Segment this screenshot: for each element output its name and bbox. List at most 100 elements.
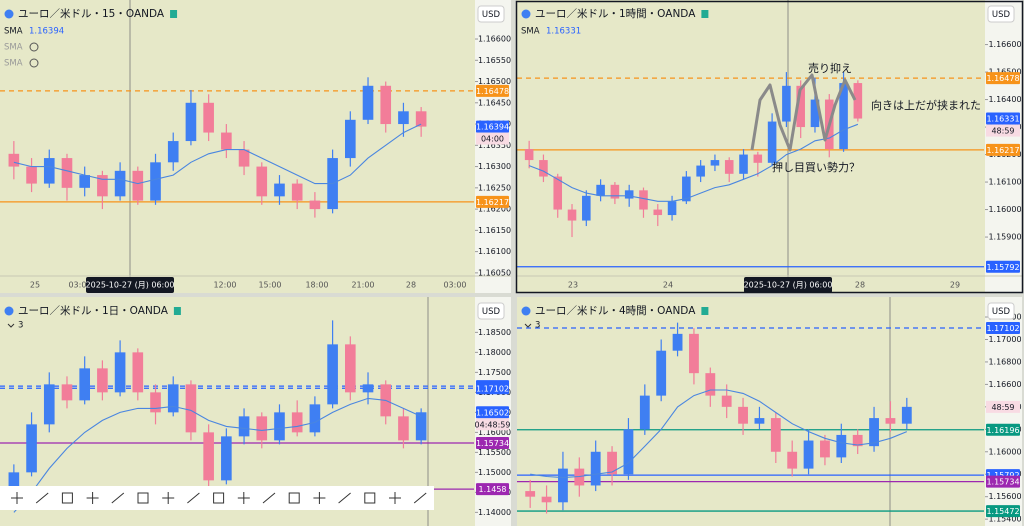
level-price-tag-background	[986, 322, 1020, 335]
candle-body	[724, 160, 734, 174]
currency-button[interactable]	[477, 302, 505, 320]
market-flag	[701, 10, 709, 18]
y-tick-label: 1.16000	[478, 428, 511, 437]
tool-icon[interactable]	[61, 492, 73, 504]
candle-body	[150, 162, 161, 201]
tool-icon[interactable]	[86, 492, 99, 504]
countdown-background	[476, 418, 509, 431]
level-price-tag-background	[476, 483, 509, 496]
x-tick-label: 03:00	[443, 281, 466, 290]
candle-body	[362, 384, 374, 393]
tool-icon[interactable]	[213, 492, 225, 504]
last-price-tag: 1.16331	[986, 115, 1019, 124]
tool-icon[interactable]	[162, 492, 175, 504]
candle-body	[689, 333, 699, 374]
level-price-tag-background	[986, 260, 1020, 273]
tool-icon[interactable]	[237, 492, 250, 504]
tool-icon[interactable]	[262, 492, 276, 504]
x-tick-label: 29	[950, 281, 960, 290]
x-tick-label: 25	[30, 281, 40, 290]
candle-body	[869, 418, 879, 447]
visibility-toggle[interactable]	[29, 58, 39, 68]
candle-body	[525, 491, 536, 497]
tool-icon[interactable]	[35, 492, 49, 504]
market-flag	[170, 10, 178, 18]
tool-icon[interactable]	[313, 492, 326, 504]
candle-body	[221, 132, 232, 150]
level-price-tag: 1.16478	[476, 87, 509, 96]
tool-icon[interactable]	[11, 492, 23, 504]
tool-icon[interactable]	[338, 492, 351, 504]
chart-title: ユーロ／米ドル・1時間・OANDA	[535, 7, 696, 20]
y-tick-label: 1.16050	[478, 268, 511, 277]
x-tick-label: 23	[568, 281, 578, 290]
indicator-name: SMA	[4, 27, 23, 37]
y-tick-label: 1.16350	[478, 141, 511, 150]
candle-body	[114, 170, 126, 197]
candle-body	[8, 153, 20, 167]
y-tick-label: 1.15900	[988, 233, 1021, 242]
candle-body	[274, 412, 285, 441]
plot-background	[0, 0, 475, 293]
candle-body	[623, 429, 634, 475]
visibility-toggle[interactable]	[29, 42, 39, 52]
tool-icon[interactable]	[111, 492, 125, 504]
countdown: 04:48:59	[475, 420, 511, 429]
candle-body	[853, 83, 863, 119]
level-price-tag: 1.15792	[986, 263, 1019, 272]
collapse-chevron[interactable]	[7, 323, 15, 328]
currency-label: USD	[482, 10, 501, 20]
plot-background	[517, 0, 985, 293]
tool-icon[interactable]	[288, 492, 300, 504]
x-tick-label: 03:00	[68, 281, 91, 290]
pane-content: 1.166001.165001.164001.163001.162001.161…	[517, 0, 1022, 293]
hidden-indicator-count: 3	[18, 321, 23, 331]
y-tick-label: 1.18500	[478, 328, 511, 337]
candle-body	[26, 424, 37, 473]
currency-label: USD	[992, 10, 1011, 20]
y-tick-label: 1.16000	[988, 205, 1021, 214]
candle-body	[770, 418, 781, 452]
countdown: 48:59	[991, 127, 1014, 136]
collapse-chevron[interactable]	[524, 323, 532, 328]
tool-icon[interactable]	[187, 492, 200, 504]
currency-button[interactable]	[987, 5, 1015, 23]
candle-body	[738, 406, 748, 424]
candle-body	[203, 102, 214, 133]
indicator-name: SMA	[4, 59, 23, 69]
countdown-background	[476, 132, 509, 145]
level-price-tag: 1.15734	[986, 478, 1019, 487]
tool-icon[interactable]	[389, 492, 401, 504]
currency-label: USD	[482, 307, 501, 317]
y-tick-label: 1.16100	[478, 247, 511, 256]
tool-icon[interactable]	[413, 492, 427, 504]
y-tick-label: 1.17000	[988, 335, 1021, 344]
last-price-tag: 1.16394	[476, 123, 509, 132]
level-price-tag-background	[476, 437, 509, 449]
level-price-tag-background	[986, 423, 1020, 436]
symbol-icon	[4, 306, 14, 316]
level-price-tag: 1.15792	[986, 471, 1019, 480]
currency-button[interactable]	[987, 302, 1015, 320]
candle-body	[291, 183, 303, 201]
toolbar-background	[0, 486, 434, 510]
y-tick-label: 1.16600	[478, 35, 511, 44]
y-tick-label: 1.15500	[478, 448, 511, 457]
y-tick-label: 1.16500	[988, 68, 1021, 77]
tool-icon[interactable]	[364, 492, 376, 504]
last-price-tag-background	[476, 406, 509, 419]
candle-body	[901, 406, 912, 424]
candle-body	[885, 418, 896, 424]
candle-body	[132, 170, 144, 201]
candle-body	[787, 451, 798, 469]
tool-icon[interactable]	[137, 492, 149, 504]
candle-body	[653, 209, 663, 216]
candle-body	[796, 85, 805, 128]
candle-body	[221, 436, 232, 481]
candle-body	[852, 434, 863, 447]
candle-body	[596, 184, 605, 196]
candle-body	[672, 333, 683, 351]
candle-body	[553, 176, 563, 210]
currency-button[interactable]	[477, 5, 505, 23]
